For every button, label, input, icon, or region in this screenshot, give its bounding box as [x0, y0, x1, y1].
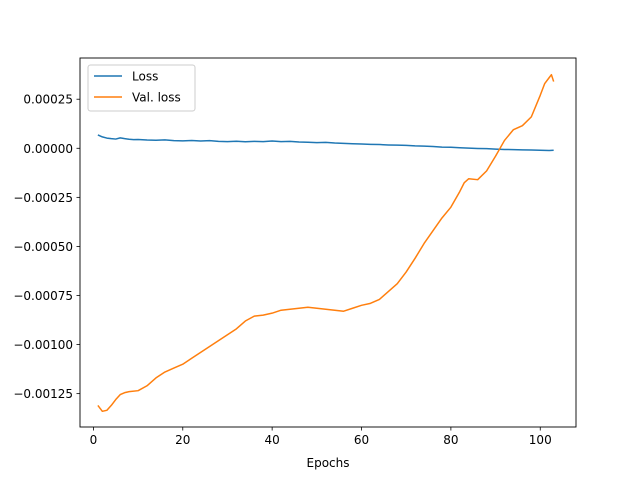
y-tick-label: −0.00025	[13, 191, 73, 205]
y-tick-label: 0.00000	[23, 142, 73, 156]
series-line-1	[97, 73, 555, 413]
x-tick-label: 80	[443, 433, 458, 447]
x-axis: 0 20 40 60 80 100	[90, 427, 552, 447]
plot-frame	[79, 57, 577, 428]
y-tick-label: −0.00100	[13, 338, 73, 352]
y-tick-label: −0.00125	[13, 387, 73, 401]
x-tick-label: 40	[265, 433, 280, 447]
legend-label-0: Loss	[132, 70, 158, 84]
x-tick-label: 20	[175, 433, 190, 447]
legend-label-1: Val. loss	[132, 91, 181, 105]
y-tick-label: −0.00075	[13, 289, 73, 303]
y-tick-label: 0.00025	[23, 93, 73, 107]
x-axis-label: Epochs	[307, 456, 350, 470]
x-tick-label: 60	[354, 433, 369, 447]
y-axis: 0.00025 0.00000 −0.00025 −0.00050 −0.00075 −0…	[13, 93, 80, 401]
x-tick-label: 100	[529, 433, 552, 447]
series-layer	[97, 73, 555, 413]
legend: Loss Val. loss	[87, 64, 196, 112]
x-tick-label: 0	[90, 433, 98, 447]
y-tick-label: −0.00050	[13, 240, 73, 254]
series-line-0	[97, 134, 554, 152]
